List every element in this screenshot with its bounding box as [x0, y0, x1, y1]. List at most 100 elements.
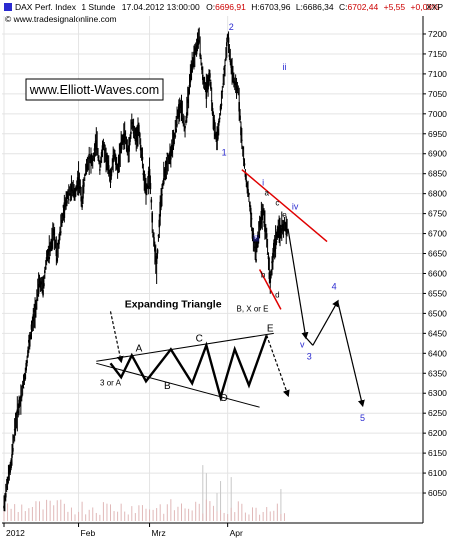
candle-body	[8, 465, 11, 474]
candle-body	[250, 218, 253, 220]
candle-body	[76, 177, 79, 189]
candle-body	[236, 87, 239, 91]
candle-body	[131, 125, 134, 128]
candle-body	[241, 146, 244, 149]
candle-body	[14, 428, 17, 430]
candle-body	[18, 399, 20, 408]
candle-body	[285, 222, 288, 236]
candle-body	[20, 395, 23, 398]
source-credit: © www.tradesignalonline.com	[5, 14, 117, 24]
candle-body	[249, 207, 252, 215]
candle-body	[143, 170, 146, 178]
candle-body	[28, 339, 30, 343]
candle-body	[122, 138, 124, 142]
y-tick-label: 6150	[428, 448, 447, 458]
candle-body	[28, 334, 31, 347]
triangle-dashed-arrow	[266, 335, 290, 398]
wave-label: d	[275, 290, 279, 299]
candle-body	[77, 181, 80, 183]
grid-layer	[2, 16, 423, 523]
candle-body	[126, 149, 129, 153]
candle-body	[274, 245, 277, 250]
candle-body	[231, 65, 233, 75]
candle-body	[193, 51, 195, 57]
candle-body	[21, 384, 24, 387]
candle-body	[109, 174, 112, 183]
candle-body	[50, 240, 52, 245]
y-tick-label: 6300	[428, 388, 447, 398]
candle-body	[280, 225, 283, 227]
candle-body	[203, 88, 206, 90]
y-tick-label: 6800	[428, 189, 447, 199]
candle-body	[248, 192, 250, 195]
candle-body	[233, 81, 235, 84]
candle-body	[224, 65, 226, 67]
candle-body	[102, 144, 105, 150]
wave-label: ii	[282, 62, 286, 72]
candle-body	[196, 38, 199, 48]
wave-label: i	[262, 178, 264, 188]
x-tick-label: Apr	[230, 528, 243, 538]
candle-body	[238, 102, 240, 112]
y-tick-label: 6250	[428, 408, 447, 418]
candle-body	[166, 152, 169, 155]
trend-line	[258, 269, 282, 310]
watermark-text: www.Elliott-Waves.com	[29, 83, 159, 97]
y-tick-label: 6450	[428, 328, 447, 338]
candle-body	[20, 395, 22, 398]
candle-body	[185, 120, 187, 124]
candle-body	[52, 240, 54, 242]
candle-body	[247, 189, 249, 197]
candle-body	[141, 156, 144, 160]
candle-body	[96, 148, 98, 150]
candle-body	[88, 153, 90, 155]
candle-body	[23, 375, 26, 381]
candle-body	[91, 156, 94, 158]
candle-body	[190, 69, 193, 81]
candle-body	[202, 74, 204, 81]
wave-label: iv	[292, 202, 299, 212]
candle-body	[9, 466, 12, 473]
candle-body	[284, 229, 287, 231]
candle-body	[36, 299, 38, 301]
candle-body	[205, 86, 208, 99]
candle-body	[183, 123, 185, 125]
candle-body	[113, 154, 115, 158]
candle-body	[92, 153, 95, 155]
header-open-label: O:	[206, 2, 215, 12]
candle-body	[139, 144, 142, 151]
candle-body	[32, 314, 35, 321]
candle-body	[116, 167, 119, 171]
candle-body	[212, 116, 215, 130]
candle-body	[258, 220, 261, 228]
candle-body	[133, 136, 136, 139]
candle-body	[48, 256, 51, 260]
candle-body	[105, 154, 107, 156]
header-change: +5,55	[384, 2, 406, 12]
candle-body	[232, 75, 234, 77]
candle-body	[273, 242, 275, 252]
candle-body	[214, 133, 217, 137]
wave-label: 3	[307, 351, 312, 361]
candle-body	[157, 235, 160, 237]
candle-body	[78, 179, 81, 185]
candle-body	[283, 221, 286, 225]
candle-body	[6, 476, 9, 485]
candle-body	[239, 115, 241, 120]
triangle-boundary	[96, 332, 274, 362]
annotation-label: 3 or A	[100, 378, 122, 387]
candle-body	[220, 103, 223, 106]
candle-body	[209, 81, 212, 89]
chart-header: DAX Perf. Index 1 Stunde 17.04.2012 13:0…	[4, 2, 443, 12]
candle-body	[194, 48, 197, 54]
y-tick-label: 7050	[428, 89, 447, 99]
candle-body	[277, 226, 280, 231]
y-tick-label: 7200	[428, 29, 447, 39]
candle-body	[36, 294, 39, 296]
candle-body	[165, 160, 168, 165]
candle-body	[200, 57, 202, 59]
candle-body	[53, 236, 56, 241]
candle-body	[235, 86, 238, 88]
triangle-wave-letter: C	[196, 333, 203, 344]
